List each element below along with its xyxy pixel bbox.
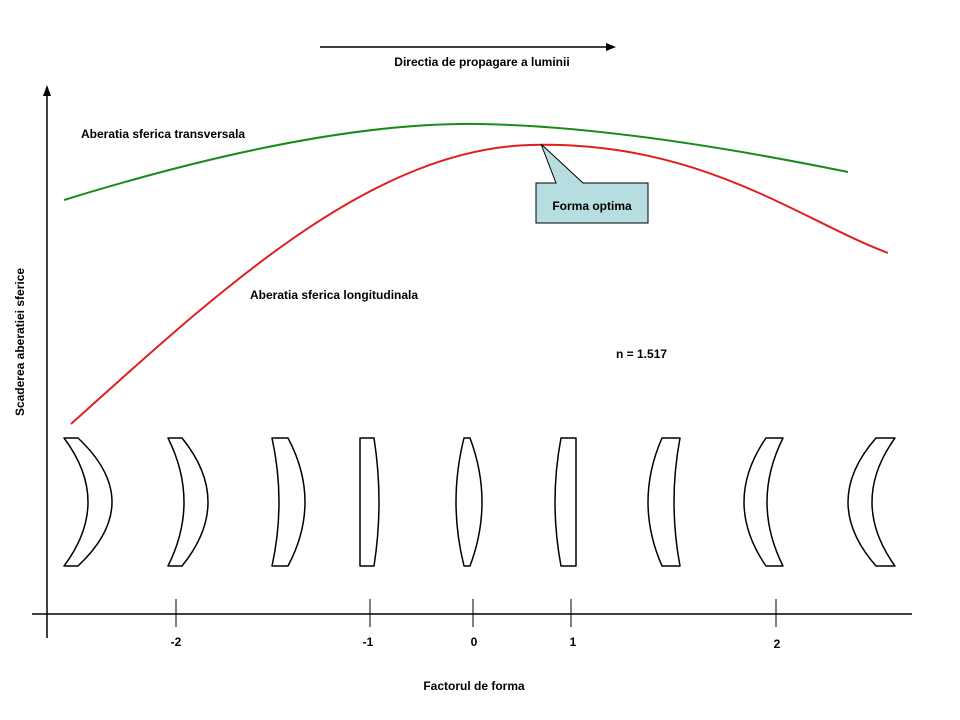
lens-biconvex bbox=[455, 437, 483, 567]
propagation-arrowhead bbox=[606, 43, 616, 51]
refractive-index-label: n = 1.517 bbox=[616, 347, 667, 361]
longitudinal-aberration-curve bbox=[70, 143, 889, 425]
lens-shapes bbox=[63, 437, 896, 567]
optimal-form-callout bbox=[535, 143, 649, 224]
lens-meniscus-left-thin bbox=[167, 437, 209, 567]
callout-label: Forma optima bbox=[552, 199, 632, 213]
transversal-curve-label: Aberatia sferica transversala bbox=[81, 127, 245, 141]
lens-meniscus-right bbox=[847, 437, 896, 567]
direction-label: Directia de propagare a luminii bbox=[394, 55, 569, 69]
x-ticks: -2 -1 0 1 2 bbox=[171, 599, 781, 651]
lens-meniscus-right-thin bbox=[743, 437, 784, 567]
lens-plano-convex-left bbox=[554, 437, 577, 567]
transversal-aberration-curve bbox=[63, 122, 849, 201]
lens-plano-convex-right bbox=[359, 437, 380, 567]
lens-meniscus-left bbox=[63, 437, 113, 567]
x-tick-label: -1 bbox=[363, 635, 374, 649]
lens-meniscus-mild-right bbox=[647, 437, 681, 567]
lens-meniscus-mild bbox=[271, 437, 306, 567]
longitudinal-curve-label: Aberatia sferica longitudinala bbox=[250, 288, 418, 302]
x-tick-label: 2 bbox=[774, 637, 781, 651]
y-axis-label: Scaderea aberatiei sferice bbox=[13, 268, 27, 416]
x-tick-label: -2 bbox=[171, 635, 182, 649]
y-axis-arrowhead bbox=[43, 85, 51, 96]
x-axis-label: Factorul de forma bbox=[423, 679, 525, 693]
x-tick-label: 1 bbox=[570, 635, 577, 649]
x-tick-label: 0 bbox=[471, 635, 478, 649]
